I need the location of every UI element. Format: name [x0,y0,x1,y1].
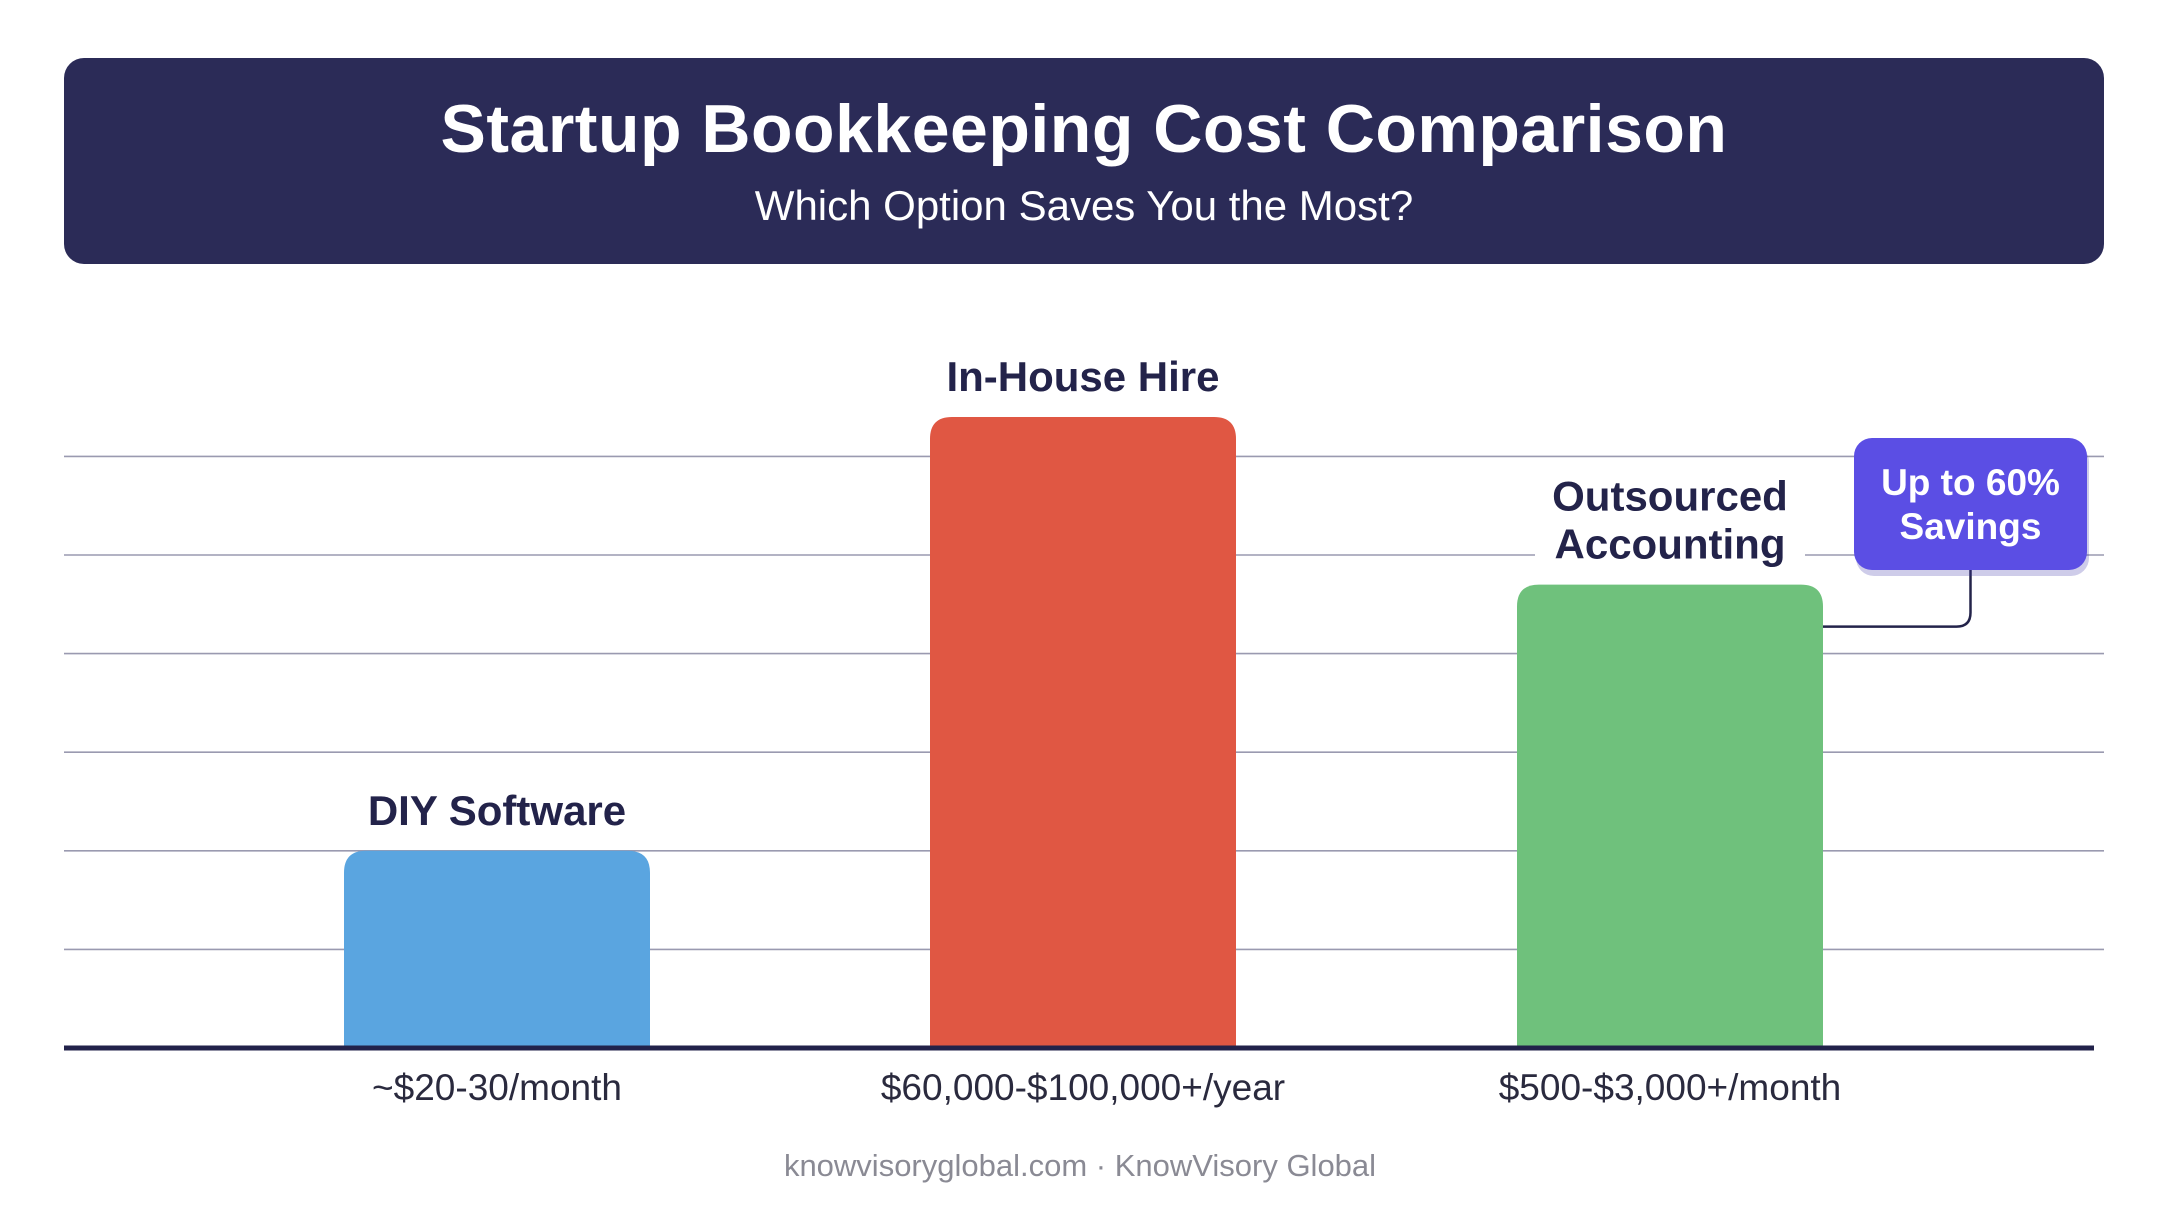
label-backdrop [1535,464,1805,575]
bar [930,416,1236,1049]
footer-credit: knowvisoryglobal.com · KnowVisory Global [783,1148,1377,1183]
bar [1517,584,1823,1048]
bar [344,850,650,1048]
chart-header: Startup Bookkeeping Cost Comparison Whic… [64,58,2104,264]
category-label: In-House Hire [946,353,1219,400]
cost-label: $500-$3,000+/month [1499,1067,1842,1108]
category-label: DIY Software [368,787,626,834]
annotation-badge [1854,438,2087,570]
annotation-connector [1823,570,1972,628]
annotation-text: Up to 60% Savings [1881,462,2060,547]
chart-subtitle: Which Option Saves You the Most? [754,182,1414,229]
category-label: Outsourced Accounting [1552,473,1788,568]
label-backdrop [339,778,655,841]
chart-title: Startup Bookkeeping Cost Comparison [440,91,1728,167]
cost-label: $60,000-$100,000+/year [881,1067,1285,1108]
cost-label: ~$20-30/month [372,1067,622,1108]
label-backdrop [913,344,1253,407]
